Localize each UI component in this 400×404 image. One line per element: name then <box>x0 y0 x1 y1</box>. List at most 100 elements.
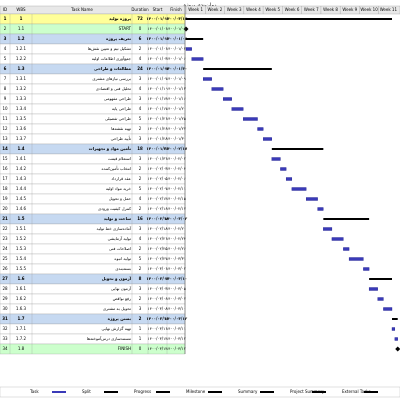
column-header: ID <box>3 7 7 12</box>
cell-text: ۱۴۰۰/۰۲/۰۶ <box>166 176 186 181</box>
task-bar <box>211 87 224 91</box>
legend-swatch <box>104 391 118 393</box>
cell-text: 28 <box>2 286 8 291</box>
task-bar <box>285 177 293 181</box>
cell-text: 1.6.2 <box>16 296 27 301</box>
cell-text: 72 <box>137 16 143 21</box>
cell-text: عقد قرارداد <box>111 176 131 181</box>
cell-text: طراحی مفهومی <box>104 96 131 101</box>
cell-text: 2 <box>139 296 142 301</box>
cell-text: تأیید طراحی <box>111 135 131 141</box>
task-bar <box>368 287 378 291</box>
cell-text: 16 <box>2 166 8 171</box>
timeline-label: Week 1 <box>188 7 203 12</box>
cell-text: 2 <box>139 206 142 211</box>
cell-text: مستندسازی درس‌آموخته‌ها <box>87 336 131 341</box>
cell-text: ۱۴۰۰/۰۳/۱۲ <box>148 336 168 341</box>
cell-text: 3 <box>4 36 7 41</box>
cell-text: 4 <box>139 236 142 241</box>
task-bar <box>185 47 192 51</box>
task-bar <box>243 117 258 121</box>
cell-text: 25 <box>2 256 8 261</box>
cell-text: تحلیل فنی و اقتصادی <box>96 86 131 91</box>
cell-text: 0 <box>139 346 142 351</box>
task-bar <box>394 337 398 341</box>
cell-text: 2 <box>139 46 142 51</box>
cell-text: ۱۴۰۰/۰۳/۰۱ <box>148 266 168 271</box>
cell-text: ۱۴۰۰/۰۳/۰۵ <box>166 286 186 291</box>
cell-text: پروژه تولید <box>109 16 131 21</box>
cell-text: ۱۴۰۰/۰۳/۱۲ <box>165 16 188 21</box>
cell-text: ۱۴۰۰/۰۳/۱۲ <box>148 346 168 351</box>
cell-text: ۱۴۰۰/۰۲/۱۵ <box>166 196 186 201</box>
cell-text: ۱۴۰۰/۰۱/۲۱ <box>148 116 168 121</box>
cell-text: ۱۴۰۰/۰۱/۱۴ <box>148 96 168 101</box>
cell-text: 6 <box>139 36 142 41</box>
cell-text: 1.3.2 <box>16 86 27 91</box>
cell-text: 1.1 <box>18 26 25 31</box>
cell-text: 3 <box>139 306 142 311</box>
cell-text: ۱۴۰۰/۰۳/۱۰ <box>165 276 187 281</box>
cell-text: ۱۴۰۰/۰۳/۱۱ <box>166 326 186 331</box>
cell-text: بسته‌بندی <box>115 266 131 271</box>
cell-text: 18 <box>137 146 143 151</box>
task-bar <box>280 167 287 171</box>
cell-text: ۱۴۰۰/۰۱/۰۱ <box>148 46 168 51</box>
cell-text: 1.3.4 <box>16 106 27 111</box>
cell-text: اصلاحات فنی <box>109 246 131 251</box>
task-bar <box>391 327 396 331</box>
cell-text: تعریف پروژه <box>106 36 132 41</box>
cell-text: 2 <box>4 26 7 31</box>
cell-text: آزمون نهایی <box>111 286 132 291</box>
task-bar <box>343 247 350 251</box>
cell-text: ۱۴۰۰/۰۱/۲۶ <box>148 126 168 131</box>
cell-text: 1.6 <box>17 276 24 281</box>
cell-text: 3 <box>139 76 142 81</box>
cell-text: ۱۴۰۰/۰۲/۲۱ <box>148 236 168 241</box>
task-bar <box>377 297 384 301</box>
cell-text: 5 <box>139 256 142 261</box>
cell-text: 1.6.3 <box>16 306 27 311</box>
cell-text: ۱۴۰۰/۰۲/۱۸ <box>148 226 169 231</box>
summary-bar <box>186 38 204 40</box>
cell-text: 1.2.1 <box>16 46 27 51</box>
cell-text: 27 <box>2 276 8 281</box>
cell-text: ۱۴۰۰/۰۱/۱۶ <box>166 96 186 101</box>
cell-text: 20 <box>2 206 8 211</box>
legend-label: Summary <box>238 389 258 394</box>
cell-text: 1.4.2 <box>16 166 27 171</box>
cell-text: 2 <box>139 316 142 321</box>
cell-text: FINISH <box>118 346 131 351</box>
cell-text: 0 <box>139 26 142 31</box>
cell-text: 1.3.6 <box>16 126 27 131</box>
cell-text: ۱۴۰۰/۰۱/۰۲ <box>166 46 186 51</box>
task-bar <box>231 107 244 111</box>
cell-text: 1.5.1 <box>16 226 27 231</box>
cell-text: کنترل کیفیت ورودی <box>98 206 131 211</box>
cell-text: 1.5.2 <box>16 236 27 241</box>
cell-text: تولید آزمایشی <box>108 236 131 241</box>
cell-text: بررسی نیازهای مشتری <box>92 76 131 81</box>
summary-bar <box>369 278 392 280</box>
cell-text: ۱۴۰۰/۰۳/۰۳ <box>146 276 169 281</box>
cell-text: 6 <box>4 66 7 71</box>
cell-text: 1 <box>20 16 23 21</box>
cell-text: 4 <box>4 46 7 51</box>
task-bar <box>317 207 324 211</box>
task-bar <box>191 57 204 61</box>
summary-bar <box>323 218 370 220</box>
cell-text: ۱۴۰۰/۰۱/۱۷ <box>148 106 169 111</box>
cell-text: بستن پروژه <box>108 316 132 321</box>
cell-text: ۱۴۰۰/۰۳/۱۰ <box>166 306 186 311</box>
column-header: Finish <box>170 7 182 12</box>
timeline-label: Week 8 <box>323 7 338 12</box>
cell-text: حمل و تحویل <box>109 196 132 201</box>
cell-text: 34 <box>2 346 8 351</box>
legend-swatch <box>208 391 222 393</box>
legend-swatch <box>52 391 66 393</box>
task-bar <box>323 227 333 231</box>
cell-text: 2 <box>139 126 142 131</box>
cell-text: 5 <box>4 56 7 61</box>
cell-text: ۱۴۰۰/۰۳/۱۱ <box>146 316 168 321</box>
